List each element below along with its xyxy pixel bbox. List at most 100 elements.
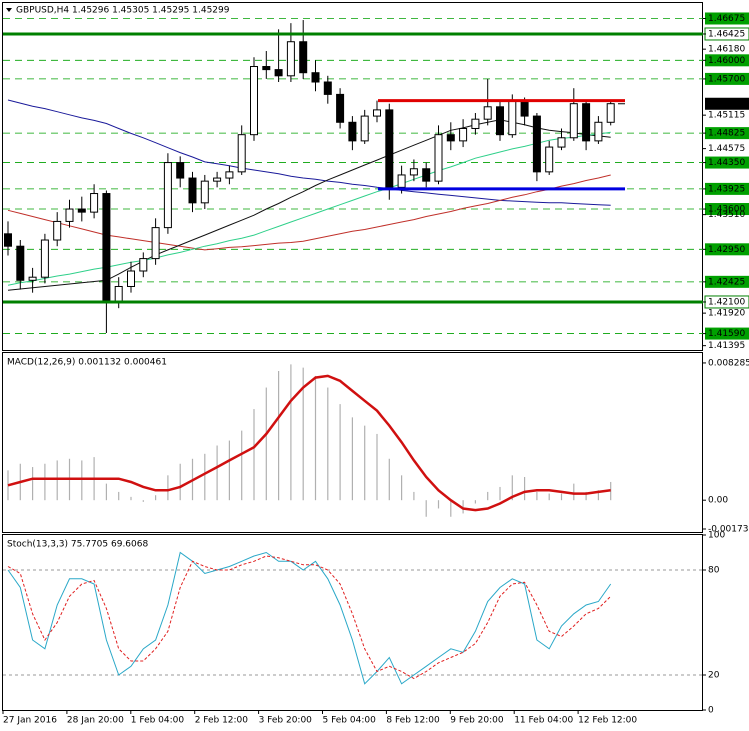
candle-body — [409, 168, 418, 176]
level-tag — [705, 203, 749, 216]
indicator-line — [7, 374, 611, 512]
candle-body — [200, 180, 209, 204]
level-tag — [705, 12, 749, 25]
y-tick-label: 0 — [708, 706, 714, 716]
y-tick-label: 1.44350 — [708, 158, 745, 168]
y-tick-label: 100 — [708, 531, 725, 541]
candle-body — [545, 146, 554, 173]
y-tick-label: 0.00 — [708, 496, 728, 506]
macd-panel — [2, 352, 703, 533]
candle-body — [250, 66, 258, 136]
candle-body — [299, 41, 308, 74]
level-tag — [705, 127, 749, 140]
y-tick-label: -0.001738 — [708, 524, 749, 534]
y-tick-label: 1.46180 — [708, 45, 745, 55]
candle-body — [348, 121, 357, 142]
last-price-label: 1.45299 — [708, 99, 745, 109]
candle-body — [373, 109, 381, 117]
x-tick-label: 1 Feb 04:00 — [131, 716, 185, 726]
candle-body — [483, 106, 492, 120]
y-tick-label: 1.42950 — [708, 245, 745, 255]
candle-body — [102, 193, 111, 303]
level-tag — [705, 275, 749, 288]
y-tick-label: 1.41590 — [708, 329, 745, 339]
x-tick-label: 3 Feb 20:00 — [259, 716, 313, 726]
stoch-panel — [2, 534, 703, 711]
candle-body — [237, 134, 246, 173]
level-tag — [705, 243, 749, 256]
y-tick-label: 1.44825 — [708, 129, 745, 139]
level-tag — [705, 156, 749, 169]
candle-body — [508, 100, 517, 136]
y-tick-label: 80 — [708, 566, 720, 576]
x-tick-label: 27 Jan 2016 — [3, 716, 57, 726]
candle-body — [90, 193, 99, 213]
candle-body — [311, 72, 320, 83]
y-tick-label: 1.45115 — [708, 111, 745, 121]
candle-body — [127, 270, 135, 287]
x-tick-label: 8 Feb 12:00 — [386, 716, 440, 726]
x-tick-label: 2 Feb 12:00 — [195, 716, 249, 726]
candle-body — [520, 100, 529, 117]
candle-body — [422, 168, 431, 182]
y-tick-label: 20 — [708, 671, 720, 681]
candle-body — [582, 103, 591, 142]
candle-body — [446, 134, 455, 142]
price-panel — [2, 2, 703, 351]
menu-arrow[interactable] — [6, 8, 12, 12]
candle-body — [336, 93, 345, 123]
candle-body — [459, 127, 468, 142]
candle-body — [188, 177, 197, 204]
candle-body — [606, 103, 615, 123]
y-tick-label: 1.43600 — [708, 205, 745, 215]
candle-body — [274, 69, 283, 77]
candle-body — [65, 208, 74, 222]
y-tick-label: 1.42425 — [708, 277, 745, 287]
y-tick-label: 1.43925 — [708, 184, 745, 194]
y-tick-label: 1.43510 — [708, 210, 745, 220]
indicator-line — [7, 555, 612, 680]
last-price-tag — [705, 97, 749, 110]
y-tick-label: 0.008285 — [708, 358, 749, 368]
price-title: GBPUSD,H4 1.45296 1.45305 1.45295 1.4529… — [16, 6, 230, 16]
candle-body — [434, 134, 443, 182]
x-tick-label: 11 Feb 04:00 — [514, 716, 573, 726]
candle-body — [323, 81, 332, 95]
x-tick-label: 12 Feb 12:00 — [578, 716, 637, 726]
candle-body — [471, 118, 480, 129]
candle-body — [532, 115, 541, 173]
x-tick-label: 28 Jan 20:00 — [67, 716, 124, 726]
level-tag — [705, 327, 749, 340]
y-tick-label: 1.45700 — [708, 74, 745, 84]
x-tick-label: 5 Feb 04:00 — [323, 716, 377, 726]
candle-body — [213, 177, 222, 182]
stoch-title: Stoch(13,3,3) 75.7705 69.6068 — [7, 540, 148, 550]
candle-body — [77, 208, 86, 213]
macd-title: MACD(12,26,9) 0.001132 0.000461 — [7, 358, 167, 368]
y-tick-label: 1.41395 — [708, 341, 745, 351]
x-tick-label: 9 Feb 20:00 — [450, 716, 504, 726]
indicator-line — [7, 551, 612, 685]
candle-body — [360, 115, 369, 142]
candle-body — [385, 109, 394, 188]
candle-body — [40, 239, 49, 278]
candle-body — [151, 227, 160, 260]
candle-body — [557, 137, 566, 148]
y-tick-label: 1.46425 — [708, 29, 745, 39]
candle-body — [163, 162, 172, 229]
candle-body — [569, 103, 578, 139]
candle-body — [262, 66, 271, 71]
candle-body — [176, 162, 185, 179]
level-tag — [705, 182, 749, 195]
level-tag — [705, 54, 749, 67]
candle-body — [114, 285, 123, 303]
y-tick-label: 1.41920 — [708, 309, 745, 319]
y-tick-label: 1.46675 — [708, 14, 745, 24]
candle-body — [397, 174, 406, 188]
y-tick-label: 1.46000 — [708, 56, 745, 66]
level-tag — [705, 72, 749, 85]
candle-body — [594, 121, 603, 142]
candle-body — [286, 41, 295, 77]
